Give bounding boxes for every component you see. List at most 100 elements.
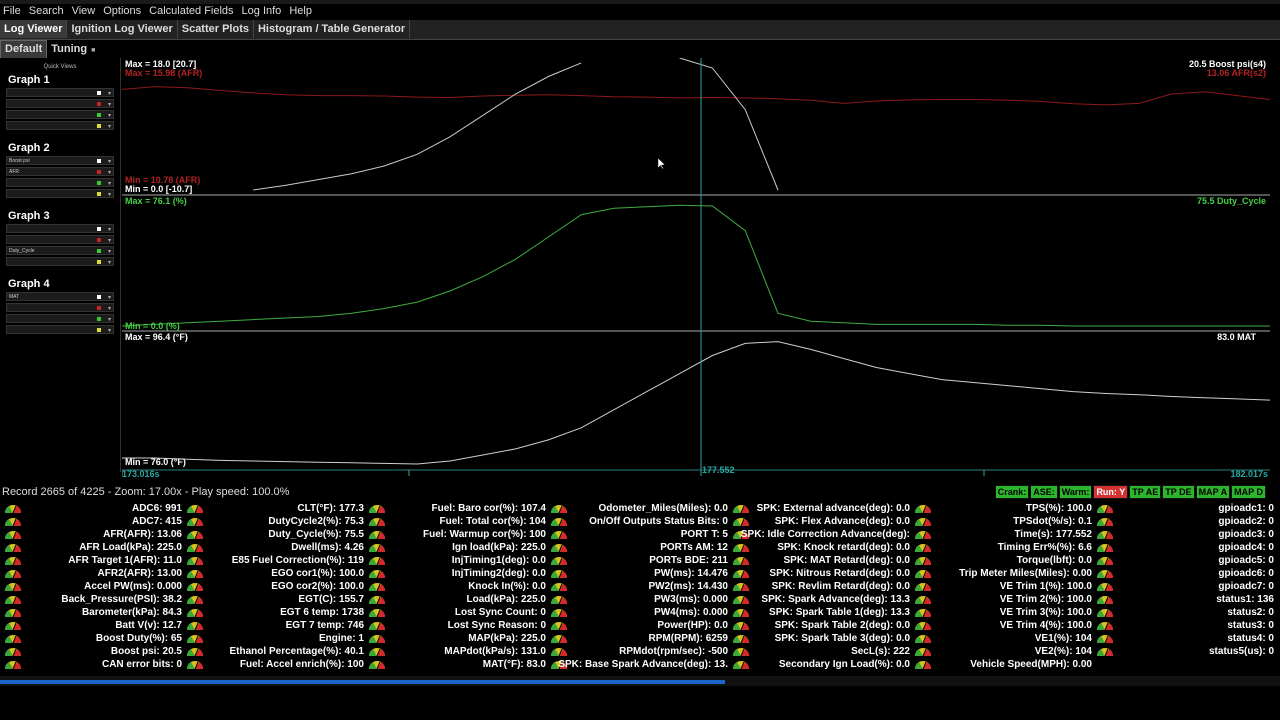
graph-4-field-select[interactable]: ▾ bbox=[6, 314, 114, 323]
menu-view[interactable]: View bbox=[71, 5, 96, 17]
trace-color-swatch[interactable] bbox=[97, 317, 101, 321]
gauge-item[interactable]: gpioadc7: 0 bbox=[1092, 580, 1274, 593]
gauge-item[interactable]: gpioadc6: 0 bbox=[1092, 567, 1274, 580]
gauge-item[interactable]: Load(kPa): 225.0 bbox=[364, 593, 546, 606]
graph-3-field-select[interactable]: ▾ bbox=[6, 235, 114, 244]
gauge-item[interactable]: SPK: Spark Advance(deg): 13.3 bbox=[728, 593, 910, 606]
quick-views-label[interactable]: Quick Views bbox=[43, 64, 77, 70]
chevron-down-icon[interactable]: ▾ bbox=[107, 328, 111, 334]
trace-color-swatch[interactable] bbox=[97, 260, 101, 264]
gauge-item[interactable]: Power(HP): 0.0 bbox=[546, 619, 728, 632]
gauge-item[interactable]: VE2(%): 104 bbox=[910, 645, 1092, 658]
graph-1-field-select[interactable]: ▾ bbox=[6, 99, 114, 108]
gauge-item[interactable]: Boost psi: 20.5 bbox=[0, 645, 182, 658]
chevron-down-icon[interactable]: ▾ bbox=[107, 306, 111, 312]
gauge-item[interactable]: Batt V(v): 12.7 bbox=[0, 619, 182, 632]
chevron-down-icon[interactable]: ▾ bbox=[107, 192, 111, 198]
chevron-down-icon[interactable]: ▾ bbox=[107, 249, 111, 255]
chevron-down-icon[interactable]: ▾ bbox=[107, 170, 111, 176]
gauge-item[interactable]: Dwell(ms): 4.26 bbox=[182, 541, 364, 554]
gauge-item[interactable]: Torque(lbft): 0.0 bbox=[910, 554, 1092, 567]
gauge-item[interactable]: PORTs BDE: 211 bbox=[546, 554, 728, 567]
log-graph[interactable]: Max = 18.0 [20.7]Max = 15.98 (AFR) Min = … bbox=[122, 58, 1270, 478]
graph-2-field-select[interactable]: Boost psi ▾ bbox=[6, 156, 114, 165]
chevron-down-icon[interactable]: ▾ bbox=[107, 124, 111, 130]
gauge-item[interactable]: MAP(kPa): 225.0 bbox=[364, 632, 546, 645]
graph-2-field-select[interactable]: ▾ bbox=[6, 189, 114, 198]
gauge-item[interactable]: Fuel: Accel enrich(%): 100 bbox=[182, 658, 364, 671]
gauge-item[interactable]: Trip Meter Miles(Miles): 0.00 bbox=[910, 567, 1092, 580]
gauge-item[interactable]: Time(s): 177.552 bbox=[910, 528, 1092, 541]
gauge-item[interactable]: Back_Pressure(PSI): 38.2 bbox=[0, 593, 182, 606]
tab-menu-icon[interactable]: ■ bbox=[91, 47, 96, 54]
gauge-item[interactable]: status5(us): 0 bbox=[1092, 645, 1274, 658]
graph-2-field-select[interactable]: ▾ bbox=[6, 178, 114, 187]
tab-tuning[interactable]: Tuning bbox=[51, 43, 88, 55]
graph-4-field-select[interactable]: MAT ▾ bbox=[6, 292, 114, 301]
tab-histogram-table-generator[interactable]: Histogram / Table Generator bbox=[254, 20, 411, 38]
gauge-item[interactable]: Secondary Ign Load(%): 0.0 bbox=[728, 658, 910, 671]
gauge-item[interactable]: InjTiming2(deg): 0.0 bbox=[364, 567, 546, 580]
graph-1-field-select[interactable]: ▾ bbox=[6, 88, 114, 97]
gauge-item[interactable]: PORTs AM: 12 bbox=[546, 541, 728, 554]
gauge-item[interactable]: SPK: Nitrous Retard(deg): 0.0 bbox=[728, 567, 910, 580]
trace-color-swatch[interactable] bbox=[97, 124, 101, 128]
gauge-item[interactable]: SPK: Idle Correction Advance(deg): bbox=[728, 528, 910, 541]
gauge-item[interactable]: PORT T: 5 bbox=[546, 528, 728, 541]
chevron-down-icon[interactable]: ▾ bbox=[107, 227, 111, 233]
chevron-down-icon[interactable]: ▾ bbox=[107, 102, 111, 108]
gauge-item[interactable]: SecL(s): 222 bbox=[728, 645, 910, 658]
gauge-item[interactable]: MAT(°F): 83.0 bbox=[364, 658, 546, 671]
chevron-down-icon[interactable]: ▾ bbox=[107, 113, 111, 119]
chevron-down-icon[interactable]: ▾ bbox=[107, 260, 111, 266]
gauge-item[interactable]: VE Trim 1(%): 100.0 bbox=[910, 580, 1092, 593]
chevron-down-icon[interactable]: ▾ bbox=[107, 317, 111, 323]
gauge-item[interactable]: Vehicle Speed(MPH): 0.00 bbox=[910, 658, 1092, 671]
gauge-item[interactable]: RPM(RPM): 6259 bbox=[546, 632, 728, 645]
menu-search[interactable]: Search bbox=[28, 5, 64, 17]
gauge-item[interactable]: Fuel: Baro cor(%): 107.4 bbox=[364, 502, 546, 515]
gauge-item[interactable]: Ethanol Percentage(%): 40.1 bbox=[182, 645, 364, 658]
chevron-down-icon[interactable]: ▾ bbox=[107, 159, 111, 165]
trace-color-swatch[interactable] bbox=[97, 102, 101, 106]
trace-color-swatch[interactable] bbox=[97, 170, 101, 174]
gauge-item[interactable]: EGO cor2(%): 100.0 bbox=[182, 580, 364, 593]
gauge-item[interactable]: status2: 0 bbox=[1092, 606, 1274, 619]
gauge-item[interactable]: CAN error bits: 0 bbox=[0, 658, 182, 671]
gauge-item[interactable]: VE Trim 4(%): 100.0 bbox=[910, 619, 1092, 632]
graph-4-field-select[interactable]: ▾ bbox=[6, 325, 114, 334]
gauge-item[interactable]: status4: 0 bbox=[1092, 632, 1274, 645]
trace-color-swatch[interactable] bbox=[97, 249, 101, 253]
graph-4-field-select[interactable]: ▾ bbox=[6, 303, 114, 312]
graph-1-field-select[interactable]: ▾ bbox=[6, 121, 114, 130]
gauge-item[interactable]: status1: 136 bbox=[1092, 593, 1274, 606]
chevron-down-icon[interactable]: ▾ bbox=[107, 91, 111, 97]
tab-scatter-plots[interactable]: Scatter Plots bbox=[178, 20, 254, 38]
gauge-item[interactable]: SPK: Flex Advance(deg): 0.0 bbox=[728, 515, 910, 528]
gauge-item[interactable]: gpioadc2: 0 bbox=[1092, 515, 1274, 528]
menu-help[interactable]: Help bbox=[289, 5, 312, 17]
gauge-item[interactable]: Knock In(%): 0.0 bbox=[364, 580, 546, 593]
gauge-item[interactable]: Fuel: Warmup cor(%): 100 bbox=[364, 528, 546, 541]
gauge-item[interactable]: Odometer_Miles(Miles): 0.0 bbox=[546, 502, 728, 515]
tab-log-viewer[interactable]: Log Viewer bbox=[0, 20, 68, 38]
gauge-item[interactable]: InjTiming1(deg): 0.0 bbox=[364, 554, 546, 567]
gauge-item[interactable]: Accel PW(ms): 0.000 bbox=[0, 580, 182, 593]
menu-calculated-fields[interactable]: Calculated Fields bbox=[149, 5, 234, 17]
menu-options[interactable]: Options bbox=[103, 5, 142, 17]
trace-color-swatch[interactable] bbox=[97, 295, 101, 299]
gauge-item[interactable]: ADC7: 415 bbox=[0, 515, 182, 528]
gauge-item[interactable]: Boost Duty(%): 65 bbox=[0, 632, 182, 645]
gauge-item[interactable]: E85 Fuel Correction(%): 119 bbox=[182, 554, 364, 567]
gauge-item[interactable]: Barometer(kPa): 84.3 bbox=[0, 606, 182, 619]
trace-color-swatch[interactable] bbox=[97, 328, 101, 332]
chevron-down-icon[interactable]: ▾ bbox=[107, 238, 111, 244]
menu-file[interactable]: File bbox=[3, 5, 21, 17]
graph-1-field-select[interactable]: ▾ bbox=[6, 110, 114, 119]
gauge-item[interactable]: On/Off Outputs Status Bits: 0 bbox=[546, 515, 728, 528]
chevron-down-icon[interactable]: ▾ bbox=[107, 181, 111, 187]
gauge-item[interactable]: AFR Target 1(AFR): 11.0 bbox=[0, 554, 182, 567]
gauge-item[interactable]: Lost Sync Count: 0 bbox=[364, 606, 546, 619]
trace-color-swatch[interactable] bbox=[97, 91, 101, 95]
trace-color-swatch[interactable] bbox=[97, 238, 101, 242]
